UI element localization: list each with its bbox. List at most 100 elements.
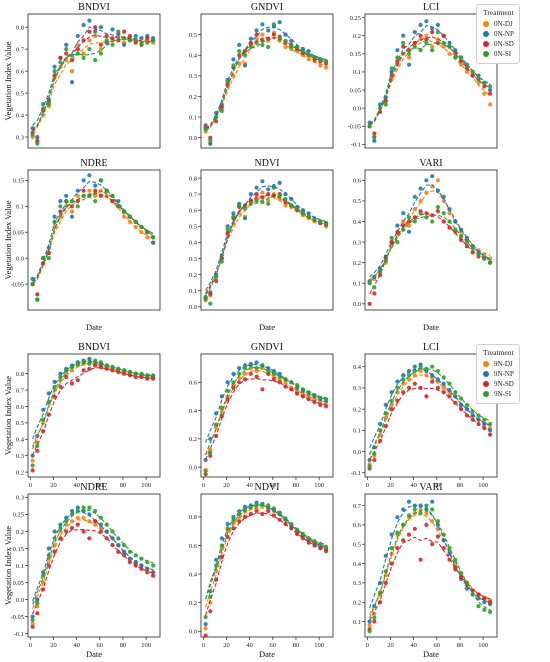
data-point [418,511,423,516]
fit-line [205,185,327,291]
x-axis-label: Date [86,322,102,332]
data-point [389,240,394,245]
data-point [98,522,103,527]
data-point [151,240,156,245]
y-tick-label: 0.2 [353,260,361,267]
data-point [378,438,383,443]
data-point [203,622,208,627]
data-point [93,188,98,193]
data-point [58,209,63,214]
y-tick-label: 0.15 [350,51,361,58]
data-point [283,44,288,50]
plot-frame [27,353,161,478]
y-tick-label: -0.05 [10,281,24,288]
data-point [430,29,435,35]
data-point [87,193,92,198]
fit-line [32,510,154,602]
data-point [441,532,446,537]
data-point [470,73,475,78]
legend-label: 0N-SD [494,40,514,48]
data-point [289,38,294,43]
data-point [418,186,423,191]
data-point [110,42,115,47]
data-point [424,522,429,528]
data-point [401,507,406,512]
data-point [306,214,311,219]
data-point [122,214,127,219]
data-point [225,227,230,232]
data-point [93,193,98,198]
data-point [145,566,150,572]
fit-line [205,512,327,616]
x-tick-label: 100 [478,642,488,649]
data-point [453,394,458,399]
panel-title: NDRE [80,482,107,493]
fit-line [205,378,327,460]
x-tick-label: 80 [120,482,127,489]
data-point [237,371,242,376]
data-point [401,211,406,216]
data-point [52,69,57,74]
data-point [93,508,98,514]
x-tick-label: 0 [29,482,32,489]
data-point [401,33,406,38]
data-point [266,503,271,508]
data-point [378,102,383,107]
data-point [242,216,248,221]
panel-title: VARI [419,482,442,493]
y-tick-label: 0.4 [353,219,362,226]
legend-item: 0N-DJ [483,19,514,29]
data-point [464,413,469,418]
data-point [447,394,452,399]
data-point [312,217,317,222]
fit-line [32,34,154,131]
data-point [395,240,400,245]
data-point [151,563,156,568]
data-point [98,51,103,56]
data-point [93,25,98,30]
data-point [87,536,92,541]
data-point [435,205,440,210]
data-point [401,522,406,528]
data-point [453,400,458,405]
y-tick-label: 0.8 [16,24,24,31]
data-point [145,40,150,45]
data-point [254,506,259,511]
data-point [225,380,230,385]
data-point [482,80,487,85]
y-tick-label: -0.1 [351,142,361,149]
data-point [214,115,219,120]
data-point [378,600,383,605]
data-point [430,174,435,179]
data-point [87,29,92,34]
data-point [58,525,63,531]
data-point [145,376,150,381]
data-point [58,384,63,389]
data-point [203,472,208,477]
data-point [406,215,412,220]
data-point [231,526,236,531]
data-point [300,211,305,216]
fit-line [205,507,327,608]
data-point [237,53,242,58]
data-point [208,594,213,600]
data-point [122,42,127,47]
y-tick-label: 0.7 [189,191,198,198]
data-point [464,407,469,412]
data-point [470,69,475,74]
data-point [406,513,412,518]
data-point [93,358,98,363]
data-point [242,514,248,520]
data-point [139,374,144,380]
data-point [395,223,400,228]
x-tick-label: 20 [387,642,394,649]
data-point [208,609,213,614]
data-point [283,380,288,385]
data-point [52,394,57,399]
y-tick-label: 0.0 [16,255,24,262]
data-point [52,384,57,389]
data-point [306,211,311,216]
data-point [418,22,423,27]
data-point [69,204,75,209]
